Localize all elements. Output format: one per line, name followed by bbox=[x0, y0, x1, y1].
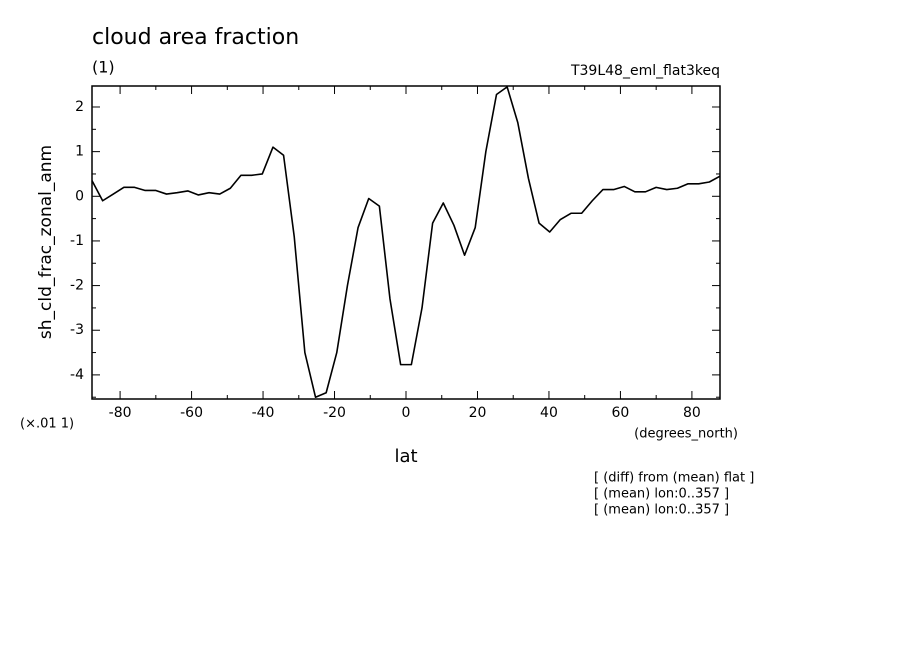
data-line bbox=[91, 86, 721, 399]
y-axis-label: sh_cld_frac_zonal_anm bbox=[36, 145, 56, 339]
y-tick-label: -1 bbox=[70, 233, 84, 249]
y-tick-label: -2 bbox=[70, 278, 84, 294]
x-tick-label: 20 bbox=[469, 405, 487, 421]
y-tick-label: -3 bbox=[70, 322, 84, 338]
x-tick-label: 0 bbox=[402, 405, 411, 421]
run-label: T39L48_eml_flat3keq bbox=[570, 63, 720, 79]
chart-title: cloud area fraction bbox=[92, 25, 299, 50]
annotation: [ (mean) lon:0..357 ] bbox=[594, 487, 729, 502]
y-tick-label: 1 bbox=[75, 144, 84, 160]
y-tick-label: 2 bbox=[75, 99, 84, 115]
x-tick-label: -80 bbox=[109, 405, 132, 421]
x-tick-label: -40 bbox=[252, 405, 275, 421]
x-axis-label: lat bbox=[394, 446, 417, 467]
annotation: [ (mean) lon:0..357 ] bbox=[594, 503, 729, 518]
y-tick-label: 0 bbox=[75, 188, 84, 204]
x-unit-label: (degrees_north) bbox=[634, 427, 738, 442]
x-tick-label: 80 bbox=[683, 405, 701, 421]
y-tick-label: -4 bbox=[70, 367, 84, 383]
annotation: [ (diff) from (mean) flat ] bbox=[594, 471, 754, 486]
x-tick-label: -60 bbox=[180, 405, 203, 421]
x-tick-label: -20 bbox=[323, 405, 346, 421]
chart-subtitle: (1) bbox=[92, 58, 115, 77]
x-tick-label: 40 bbox=[540, 405, 558, 421]
y-unit-label: (×.01 1) bbox=[20, 417, 74, 432]
x-tick-label: 60 bbox=[612, 405, 630, 421]
